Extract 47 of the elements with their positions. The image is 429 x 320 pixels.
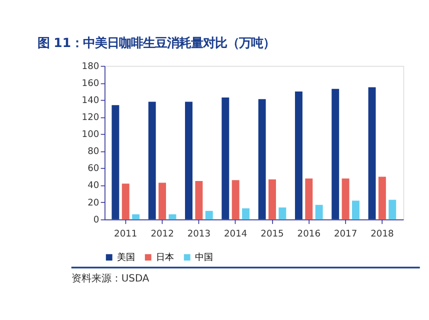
bar: [368, 87, 376, 220]
x-tick-label: 2011: [114, 229, 138, 240]
bar: [332, 88, 340, 220]
bar: [388, 200, 396, 220]
y-tick-label: 40: [88, 181, 100, 192]
bar: [185, 102, 192, 220]
x-tick-label: 2013: [187, 229, 211, 240]
bar: [378, 176, 386, 220]
bar: [258, 99, 266, 220]
bar: [132, 214, 140, 220]
bar: [242, 208, 250, 220]
bar: [168, 214, 176, 220]
y-tick-label: 0: [93, 215, 100, 226]
x-tick-label: 2017: [334, 229, 358, 240]
bar: [268, 179, 276, 220]
bar: [315, 204, 323, 220]
x-tick-label: 2015: [260, 229, 284, 240]
bar: [112, 105, 120, 220]
bar: [122, 184, 130, 220]
legend-label: 日本: [156, 252, 174, 263]
bar: [352, 200, 360, 220]
bar: [305, 178, 313, 220]
x-tick-label: 2014: [224, 229, 248, 240]
bar: [205, 210, 213, 220]
legend-label: 中国: [195, 252, 213, 263]
y-tick-label: 180: [82, 62, 100, 72]
chart-title: 图 11：中美日咖啡生豆消耗量对比（万吨）: [37, 34, 275, 50]
bar: [195, 181, 203, 220]
y-tick-label: 100: [82, 130, 100, 140]
y-tick-label: 60: [88, 164, 100, 174]
x-tick-label: 2018: [370, 229, 394, 240]
bar: [278, 207, 286, 220]
bar: [342, 178, 350, 220]
x-tick-label: 2012: [150, 229, 174, 240]
legend-label: 美国: [117, 252, 135, 263]
y-tick-label: 140: [82, 96, 100, 106]
y-tick-label: 20: [88, 198, 100, 208]
y-tick-label: 160: [82, 78, 100, 89]
bar: [158, 182, 166, 220]
bar: [232, 180, 240, 220]
y-tick-label: 120: [82, 112, 100, 123]
bar: [148, 102, 156, 220]
bar: [294, 91, 302, 220]
text: 资料来源：USDA: [71, 272, 150, 285]
bar: [222, 97, 230, 220]
x-tick-label: 2016: [297, 229, 321, 240]
y-tick-label: 80: [88, 147, 100, 158]
